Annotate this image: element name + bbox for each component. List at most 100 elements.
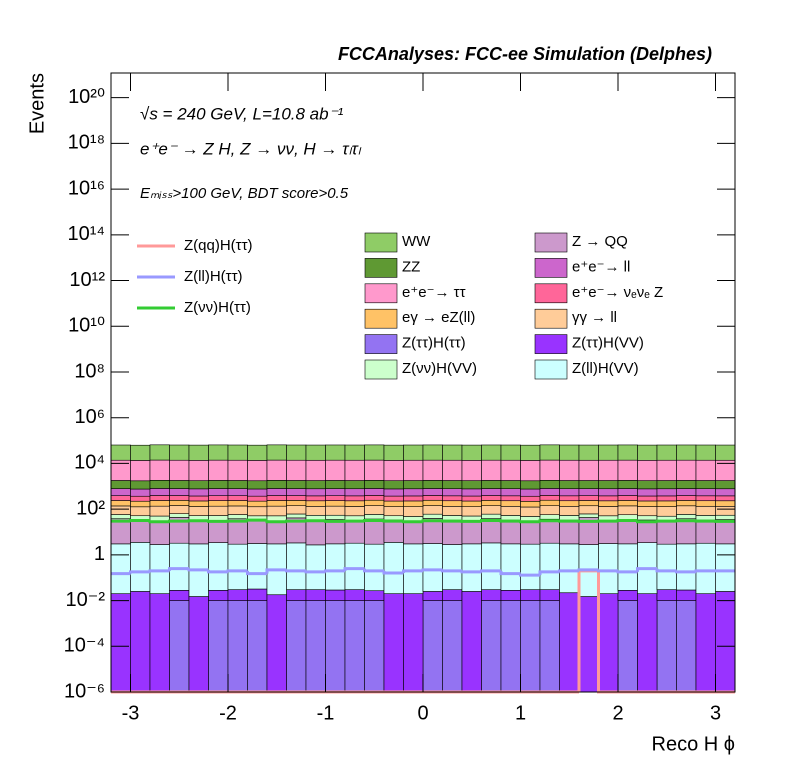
bar-segment [130, 542, 151, 592]
bar-segment [403, 480, 424, 490]
bar-segment [383, 460, 404, 481]
bar-segment [442, 506, 463, 516]
bar-segment [383, 593, 404, 693]
bar-segment [520, 480, 541, 490]
bar-segment [715, 500, 736, 507]
line-step [694, 569, 716, 573]
bar-segment [383, 542, 404, 594]
bar-segment [539, 514, 560, 520]
bar-segment [520, 488, 541, 497]
line-step [226, 569, 248, 573]
bar-segment [598, 459, 619, 481]
bar-segment [227, 500, 248, 507]
bar-segment [520, 501, 541, 508]
line-step [675, 570, 696, 574]
bar-segment [383, 488, 404, 497]
y-tick-label: 10⁶ [75, 406, 105, 428]
bar-segment [422, 499, 443, 506]
bar-segment [247, 588, 268, 601]
bar-segment [461, 543, 482, 592]
bar-segment [598, 500, 619, 507]
line-step [421, 519, 443, 523]
bar-segment [188, 460, 209, 481]
bar-segment [325, 589, 346, 601]
bar-segment [578, 500, 599, 507]
y-tick-label: 10⁴ [74, 452, 105, 474]
bar-segment [227, 543, 248, 590]
legend-swatch [534, 334, 568, 354]
bar-segment [325, 459, 346, 481]
legend-label: ZZ [402, 258, 420, 275]
bar-segment [110, 444, 131, 461]
bar-segment [149, 459, 170, 481]
bar-segment [442, 444, 463, 461]
bar-segment [442, 519, 463, 545]
bar-segment [344, 444, 365, 461]
bar-segment [481, 513, 502, 519]
bar-segment [695, 488, 716, 497]
bar-segment [383, 480, 404, 490]
bar-segment [110, 500, 131, 507]
line-step [519, 573, 540, 577]
bar-segment [676, 495, 697, 501]
bar-segment [227, 505, 248, 515]
bar-segment [364, 480, 385, 489]
bar-segment [403, 521, 424, 545]
bar-segment [461, 591, 482, 693]
bar-segment [344, 480, 365, 490]
bar-segment [559, 444, 580, 461]
bar-segment [227, 589, 248, 601]
bar-segment [403, 459, 424, 481]
bar-segment [169, 590, 190, 601]
bar-segment [442, 488, 463, 497]
bar-segment [578, 596, 599, 693]
bar-segment [500, 515, 521, 521]
bar-segment [598, 444, 619, 461]
bar-segment [695, 515, 716, 521]
y-tick-label: 10⁻² [66, 589, 106, 611]
bar-segment [500, 600, 521, 693]
bar-segment [481, 505, 502, 515]
legend-label: WW [402, 233, 431, 250]
bar-segment [539, 600, 560, 693]
bar-segment [637, 515, 658, 521]
bar-segment [208, 488, 229, 496]
bar-segment [364, 459, 385, 481]
bar-segment [715, 519, 736, 545]
bar-segment [169, 488, 190, 496]
y-tick-label: 10¹⁶ [68, 177, 105, 199]
bar-segment [247, 488, 268, 497]
bar-segment [325, 488, 346, 496]
bar-segment [149, 495, 170, 501]
bar-segment [325, 444, 346, 461]
bar-segment [188, 444, 209, 461]
bar-segment [500, 495, 521, 502]
bar-segment [169, 480, 190, 489]
x-tick-label: -3 [122, 702, 140, 724]
bar-segment [695, 519, 716, 544]
bar-segment [247, 543, 268, 590]
bar-segment [520, 506, 541, 517]
bar-segment [715, 543, 736, 592]
legend-swatch [534, 308, 568, 329]
bar-segment [442, 459, 463, 481]
bar-segment [656, 521, 677, 545]
line-step [538, 519, 560, 523]
bar-segment [305, 480, 326, 490]
bar-segment [422, 543, 443, 592]
bar-segment [383, 506, 404, 517]
bar-segment [617, 500, 638, 507]
bar-segment [559, 519, 580, 545]
bar-segment [344, 488, 365, 497]
bar-segment [695, 593, 716, 693]
annotation: √s = 240 GeV, L=10.8 ab⁻¹ [140, 104, 344, 123]
line-step [655, 568, 677, 573]
bar-segment [676, 514, 697, 520]
bar-segment [208, 590, 229, 601]
bar-segment [344, 500, 365, 507]
bar-segment [110, 488, 131, 496]
bar-segment [422, 495, 443, 501]
bar-segment [188, 500, 209, 507]
bar-segment [208, 600, 229, 693]
line-step [148, 520, 170, 524]
